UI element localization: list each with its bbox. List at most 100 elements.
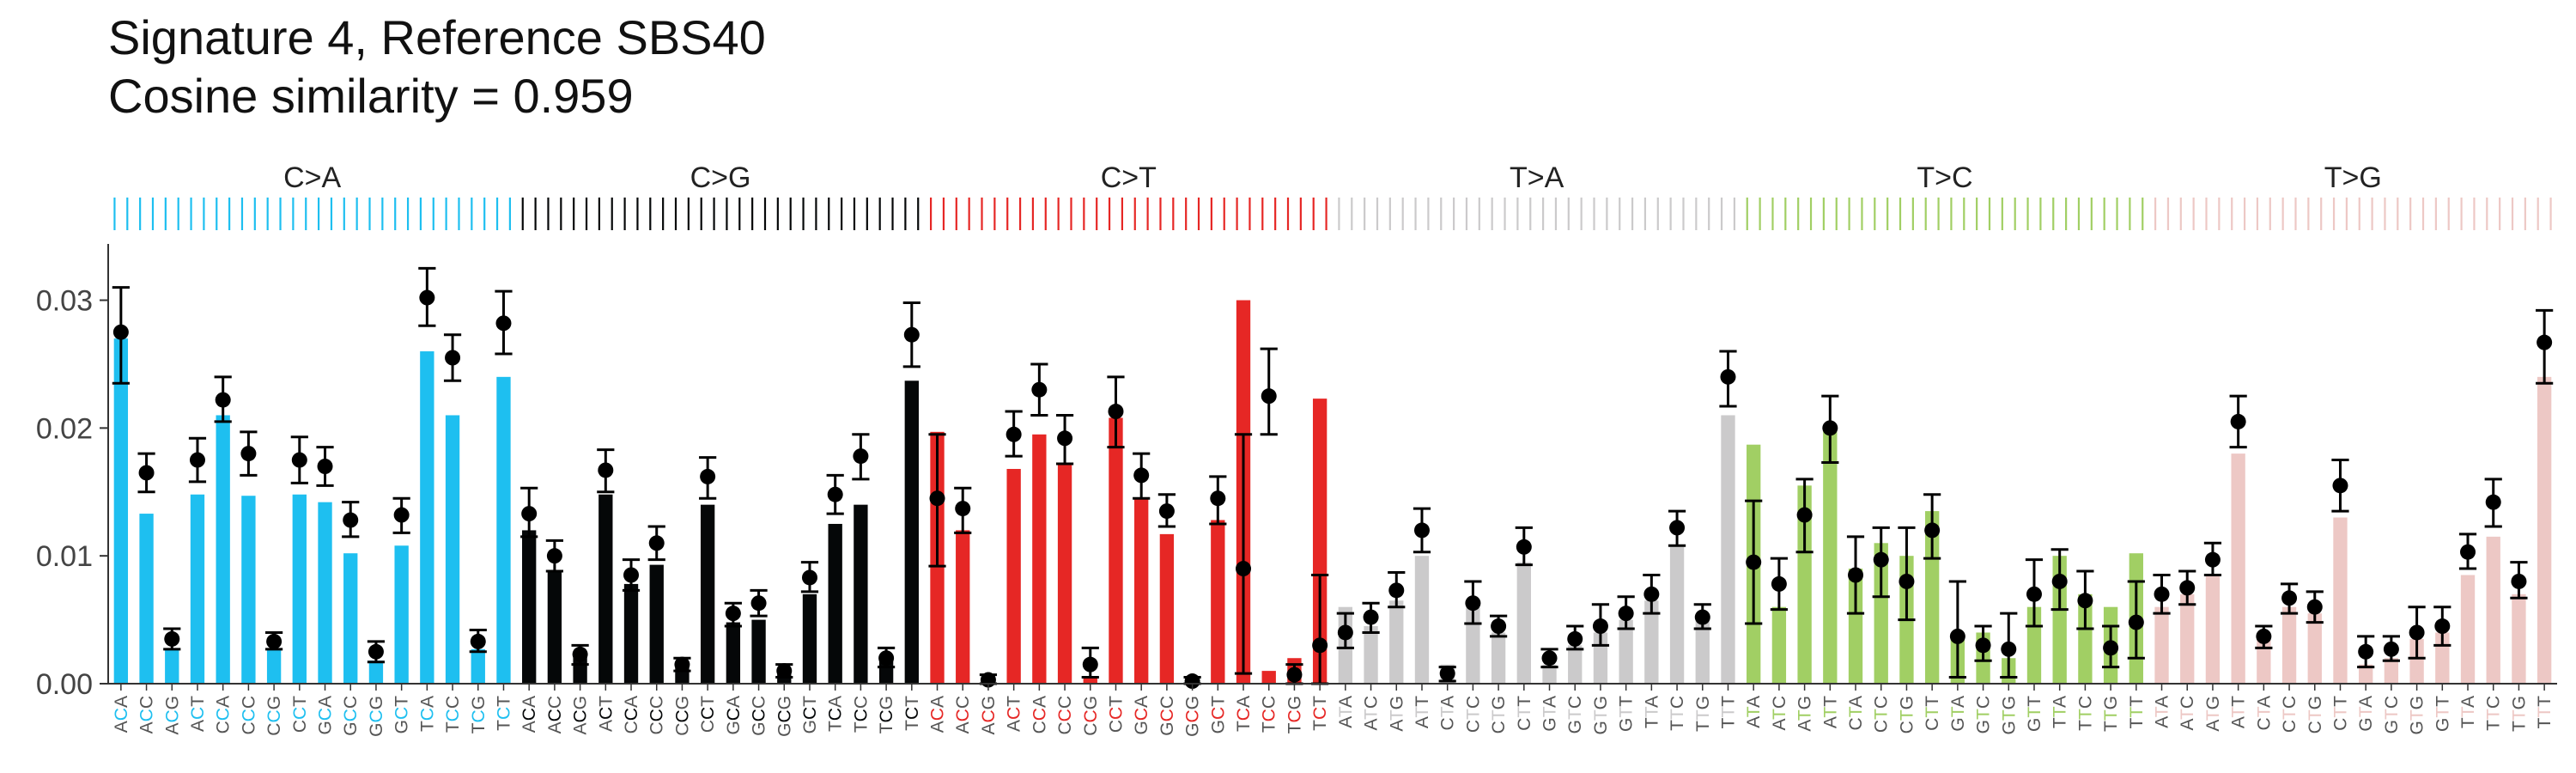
reference-bar [2460,575,2476,684]
x-tick-label: TTG [2509,696,2529,732]
reference-bar [471,648,485,684]
reference-bar [2409,638,2424,684]
x-tick-label: TCA [1234,696,1254,732]
reference-bar [2384,658,2399,684]
reference-bar [1823,428,1838,684]
estimate-point [1694,609,1710,625]
estimate-point [1133,467,1150,484]
reference-bar [649,564,664,684]
estimate-point [138,465,155,481]
x-tick-label: TCT [1310,696,1330,731]
x-tick-label: CCC [647,696,667,735]
reference-bar [2333,517,2348,684]
estimate-point [1567,630,1583,647]
x-tick-label: ATT [1820,696,1840,728]
estimate-point [1388,582,1405,599]
y-tick-label: 0.01 [36,540,93,573]
estimate-point [1057,430,1073,447]
reference-bar [420,351,434,684]
reference-bar [216,415,230,684]
reference-bar [751,619,766,684]
reference-bar [292,494,307,684]
reference-bar [2537,376,2552,684]
x-tick-label: CTG [1897,696,1917,733]
group-header-label: C>G [690,161,751,194]
reference-bar [1874,543,1888,684]
chart-subtitle: Cosine similarity = 0.959 [108,69,634,123]
reference-bar [1261,671,1276,684]
reference-bar [1211,520,1225,684]
reference-bar [1006,468,1021,684]
reference-bar [2359,664,2373,684]
estimate-point [674,656,690,673]
group-header-label: T>G [2324,161,2382,194]
x-tick-label: CTC [1463,696,1483,733]
x-tick-label: ATG [2203,696,2223,732]
y-tick-label: 0.03 [36,285,93,318]
estimate-point [1439,666,1455,682]
y-tick-label: 0.00 [36,668,93,701]
estimate-point [266,633,283,649]
estimate-point [853,448,869,465]
x-tick-label: CTT [1515,696,1534,731]
estimate-point [1796,507,1813,523]
x-tick-label: GCT [392,696,412,734]
estimate-point [1082,656,1098,673]
estimate-point [470,633,486,649]
estimate-point [2281,590,2298,606]
estimate-point [343,512,359,528]
estimate-point [1337,624,1353,641]
x-tick-label: GCA [1132,696,1151,735]
estimate-point [2230,413,2246,429]
estimate-point [2434,618,2451,635]
x-tick-label: GTG [2408,696,2427,735]
x-tick-label: CTA [1846,696,1866,730]
reference-bar [2307,613,2322,684]
estimate-point [1312,637,1328,654]
estimate-point [1184,673,1200,690]
estimate-point [240,446,257,462]
estimate-point [750,595,767,612]
estimate-point [2256,628,2272,644]
x-tick-label: ACA [112,696,131,733]
reference-bar [318,502,332,684]
x-tick-label: TTA [2050,696,2070,728]
reference-bar [1568,645,1583,684]
estimate-point [598,462,614,478]
estimate-point [1541,650,1558,666]
x-tick-label: ATT [1413,696,1432,728]
x-tick-label: ACT [1005,696,1024,732]
group-header-label: T>C [1917,161,1972,194]
estimate-point [1286,666,1303,683]
estimate-point [1592,618,1608,635]
reference-bar [522,530,537,684]
x-tick-label: GTA [2356,696,2376,732]
x-tick-label: TTT [2535,696,2555,729]
estimate-point [2154,586,2170,602]
group-header-label: T>A [1510,161,1564,194]
x-tick-label: GTT [2025,696,2044,732]
x-tick-label: ATT [2229,696,2249,728]
x-tick-label: GCG [367,696,386,737]
x-tick-label: ACT [188,696,208,732]
estimate-point [1516,539,1532,555]
estimate-point [419,289,435,306]
estimate-point [495,315,512,332]
reference-bar [113,338,129,684]
reference-bar [547,571,562,684]
reference-bar [726,622,741,684]
x-tick-label: GCC [750,696,769,736]
estimate-point [2485,494,2501,510]
estimate-point [2306,599,2323,615]
x-tick-label: CCA [622,696,641,733]
chart-title: Signature 4, Reference SBS40 [108,10,766,64]
x-tick-label: ACG [979,696,999,735]
estimate-point [1924,522,1941,539]
reference-bar [2486,536,2500,684]
x-tick-label: CCT [290,696,310,733]
estimate-point [1822,420,1838,436]
estimate-point [164,630,180,647]
estimate-point [1746,554,1762,570]
x-tick-label: GTG [1591,696,1611,735]
